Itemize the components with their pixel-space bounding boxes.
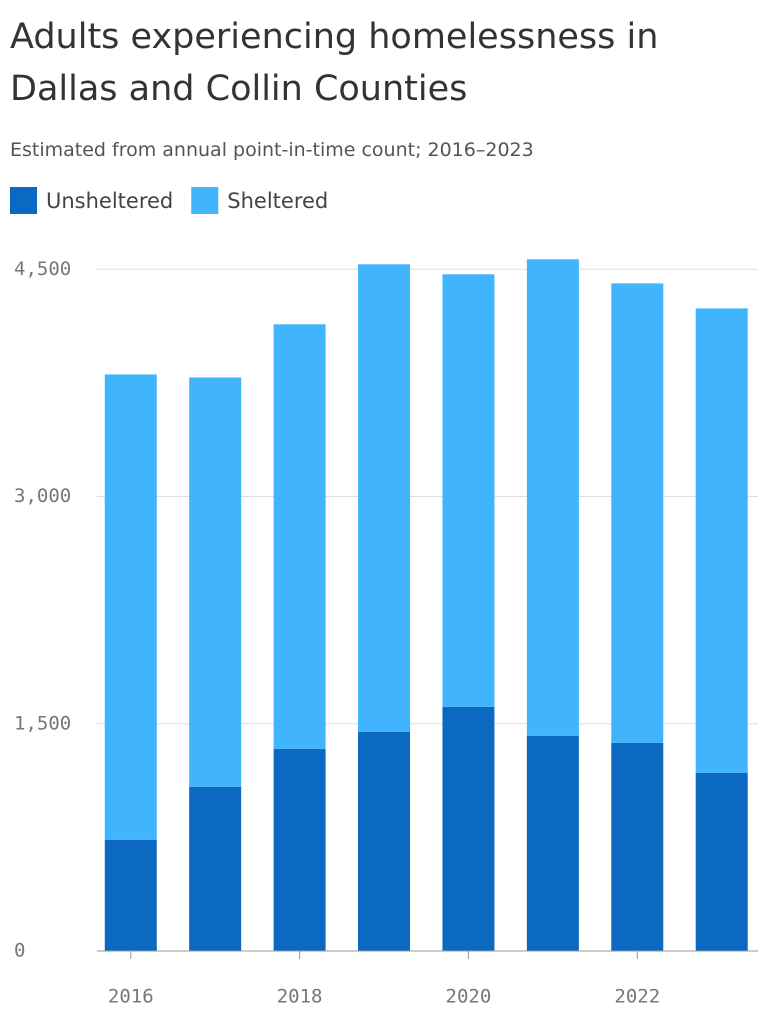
chart-subtitle: Estimated from annual point-in-time coun… [10, 139, 534, 161]
bar-segment [442, 274, 495, 707]
bar-segment [526, 735, 579, 951]
y-tick-label: 4,500 [14, 258, 71, 280]
bar-segment [189, 377, 242, 787]
legend-label: Sheltered [227, 189, 328, 213]
bar-segment [611, 742, 664, 951]
chart-title: Adults experiencing homelessness in Dalla… [10, 17, 658, 109]
y-tick-label: 3,000 [14, 485, 71, 507]
bar-segment [104, 374, 157, 840]
x-tick-label: 2018 [277, 986, 323, 1008]
legend-label: Unsheltered [46, 189, 173, 213]
bar-segment [695, 772, 748, 951]
legend: Unsheltered Sheltered [10, 187, 328, 214]
y-tick-label: 1,500 [14, 712, 71, 734]
legend-swatch [191, 187, 219, 214]
x-tick-label: 2016 [108, 986, 154, 1008]
bar-segment [695, 308, 748, 773]
y-tick-label: 0 [14, 940, 25, 962]
bar-segment [273, 748, 326, 951]
bar-segment [358, 731, 411, 951]
bar-segment [104, 839, 157, 951]
chart-title-line: Adults experiencing homelessness in Dalla… [10, 17, 658, 109]
legend-swatch [10, 187, 37, 214]
bar-segment [189, 786, 242, 951]
bar-segment [526, 259, 579, 736]
bar-segment [358, 264, 411, 732]
x-tick-label: 2020 [446, 986, 492, 1008]
bar-segment [611, 283, 664, 743]
x-tick-label: 2022 [614, 986, 660, 1008]
bar-segment [273, 324, 326, 749]
bar-segment [442, 706, 495, 951]
